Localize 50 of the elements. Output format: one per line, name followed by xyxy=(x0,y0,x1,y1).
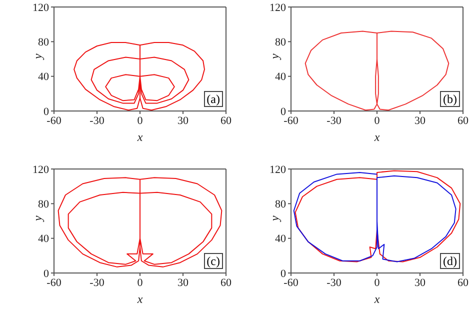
x-tick-label: 30 xyxy=(414,276,426,288)
y-tick-label: 40 xyxy=(275,71,286,84)
y-axis-title: y xyxy=(267,214,282,222)
x-axis-title: x xyxy=(373,130,380,144)
y-tick-label: 40 xyxy=(275,232,286,245)
y-tick-label: 120 xyxy=(32,2,50,14)
x-tick-label: 0 xyxy=(137,276,144,288)
x-axis-title: x xyxy=(373,292,380,306)
x-tick-label: -60 xyxy=(284,114,299,127)
line-series xyxy=(58,176,222,267)
x-tick-label: -60 xyxy=(46,276,62,288)
x-tick-label: 60 xyxy=(458,276,469,288)
x-tick-label: 30 xyxy=(414,114,426,127)
annotation: (d) xyxy=(440,252,460,268)
y-tick-label: 80 xyxy=(275,198,286,210)
x-tick-label: 0 xyxy=(137,114,144,127)
y-tick-label: 0 xyxy=(280,267,286,280)
y-tick-label: 0 xyxy=(44,106,50,118)
annotation: (b) xyxy=(440,91,460,107)
y-tick-label: 80 xyxy=(38,36,50,49)
y-axis-title: y xyxy=(267,53,282,60)
y-tick-label: 120 xyxy=(32,163,50,176)
y-tick-label: 0 xyxy=(44,267,50,280)
x-axis-title: x xyxy=(136,292,144,306)
x-tick-label: 30 xyxy=(178,114,189,127)
x-tick-label: 60 xyxy=(458,114,469,127)
line-series xyxy=(74,42,205,111)
x-tick-label: -60 xyxy=(46,114,62,127)
y-tick-label: 80 xyxy=(275,36,286,49)
x-tick-label: -30 xyxy=(326,276,342,288)
x-tick-label: 60 xyxy=(220,114,232,127)
annotation: (a) xyxy=(204,91,223,107)
y-tick-label: 0 xyxy=(280,106,286,118)
x-tick-label: 30 xyxy=(178,276,189,288)
x-tick-label: 0 xyxy=(374,276,380,288)
y-tick-label: 120 xyxy=(270,163,286,176)
annotation: (c) xyxy=(204,252,223,268)
y-tick-label: 120 xyxy=(270,2,286,14)
x-tick-label: 60 xyxy=(220,276,232,288)
x-axis-title: x xyxy=(136,130,144,144)
x-tick-label: -30 xyxy=(326,114,342,127)
y-axis-title: y xyxy=(30,53,44,60)
x-tick-label: 0 xyxy=(374,114,380,127)
y-tick-label: 40 xyxy=(38,71,50,84)
x-tick-label: -60 xyxy=(284,276,299,288)
x-tick-label: -30 xyxy=(90,114,105,127)
y-tick-label: 80 xyxy=(38,198,50,210)
y-axis-title: y xyxy=(30,214,44,222)
x-tick-label: -30 xyxy=(90,276,105,288)
y-tick-label: 40 xyxy=(38,232,50,245)
